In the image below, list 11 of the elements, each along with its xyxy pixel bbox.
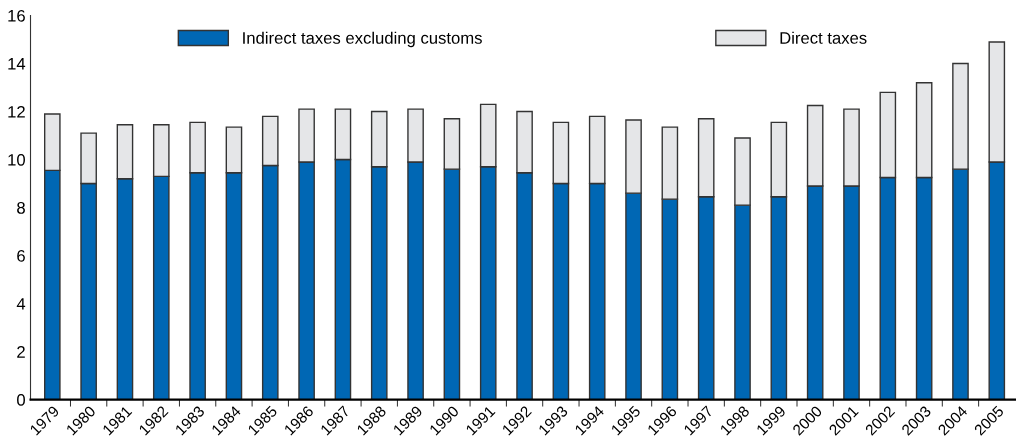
y-tick-label: 14 (8, 58, 26, 70)
y-tick-label: 8 (17, 201, 25, 214)
legend-label: Indirect taxes excluding customs (243, 31, 482, 48)
y-tick-label: 12 (8, 105, 25, 118)
legend-label: Direct taxes (780, 31, 867, 44)
y-tick-label: 2 (17, 345, 25, 358)
y-tick-label: 16 (8, 9, 25, 22)
y-tick-label: 6 (17, 249, 25, 262)
y-tick-label: 4 (16, 298, 26, 310)
y-tick-label: 0 (17, 394, 25, 406)
y-tick-label: 10 (8, 153, 25, 166)
